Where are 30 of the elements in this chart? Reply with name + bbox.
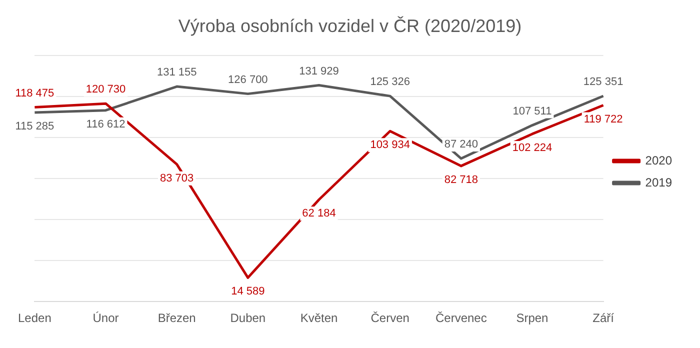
data-label: 118 475 <box>15 87 54 100</box>
data-label: 115 285 <box>15 120 54 133</box>
data-label: 125 326 <box>370 76 410 88</box>
x-tick-label: Leden <box>18 311 52 326</box>
x-tick-label: Březen <box>158 311 196 326</box>
chart-title: Výroba osobních vozidel v ČR (2020/2019) <box>178 16 522 36</box>
x-tick-label: Únor <box>92 311 119 326</box>
data-label: 119 722 <box>584 113 623 126</box>
legend-label: 2020 <box>645 153 672 168</box>
data-label: 82 718 <box>444 174 478 186</box>
data-label: 116 612 <box>86 118 126 130</box>
data-label: 131 155 <box>156 66 197 79</box>
data-label: 87 240 <box>444 138 478 151</box>
x-tick-label: Červenec <box>435 311 487 326</box>
data-label: 120 730 <box>86 84 126 96</box>
x-tick-label: Září <box>592 311 615 326</box>
legend-label: 2019 <box>645 175 672 190</box>
data-label: 126 700 <box>228 74 268 86</box>
data-label: 103 934 <box>370 139 410 152</box>
x-tick-label: Srpen <box>516 311 548 326</box>
x-tick-label: Červen <box>370 311 410 326</box>
data-label: 83 703 <box>160 172 194 184</box>
data-label: 14 589 <box>231 286 265 298</box>
x-tick-label: Květen <box>300 311 338 326</box>
data-label: 131 929 <box>299 65 339 78</box>
x-tick-label: Duben <box>230 311 266 326</box>
data-label: 125 351 <box>583 76 624 88</box>
data-label: 102 224 <box>512 142 552 154</box>
data-label: 62 184 <box>302 208 336 220</box>
data-label: 107 511 <box>512 105 552 118</box>
